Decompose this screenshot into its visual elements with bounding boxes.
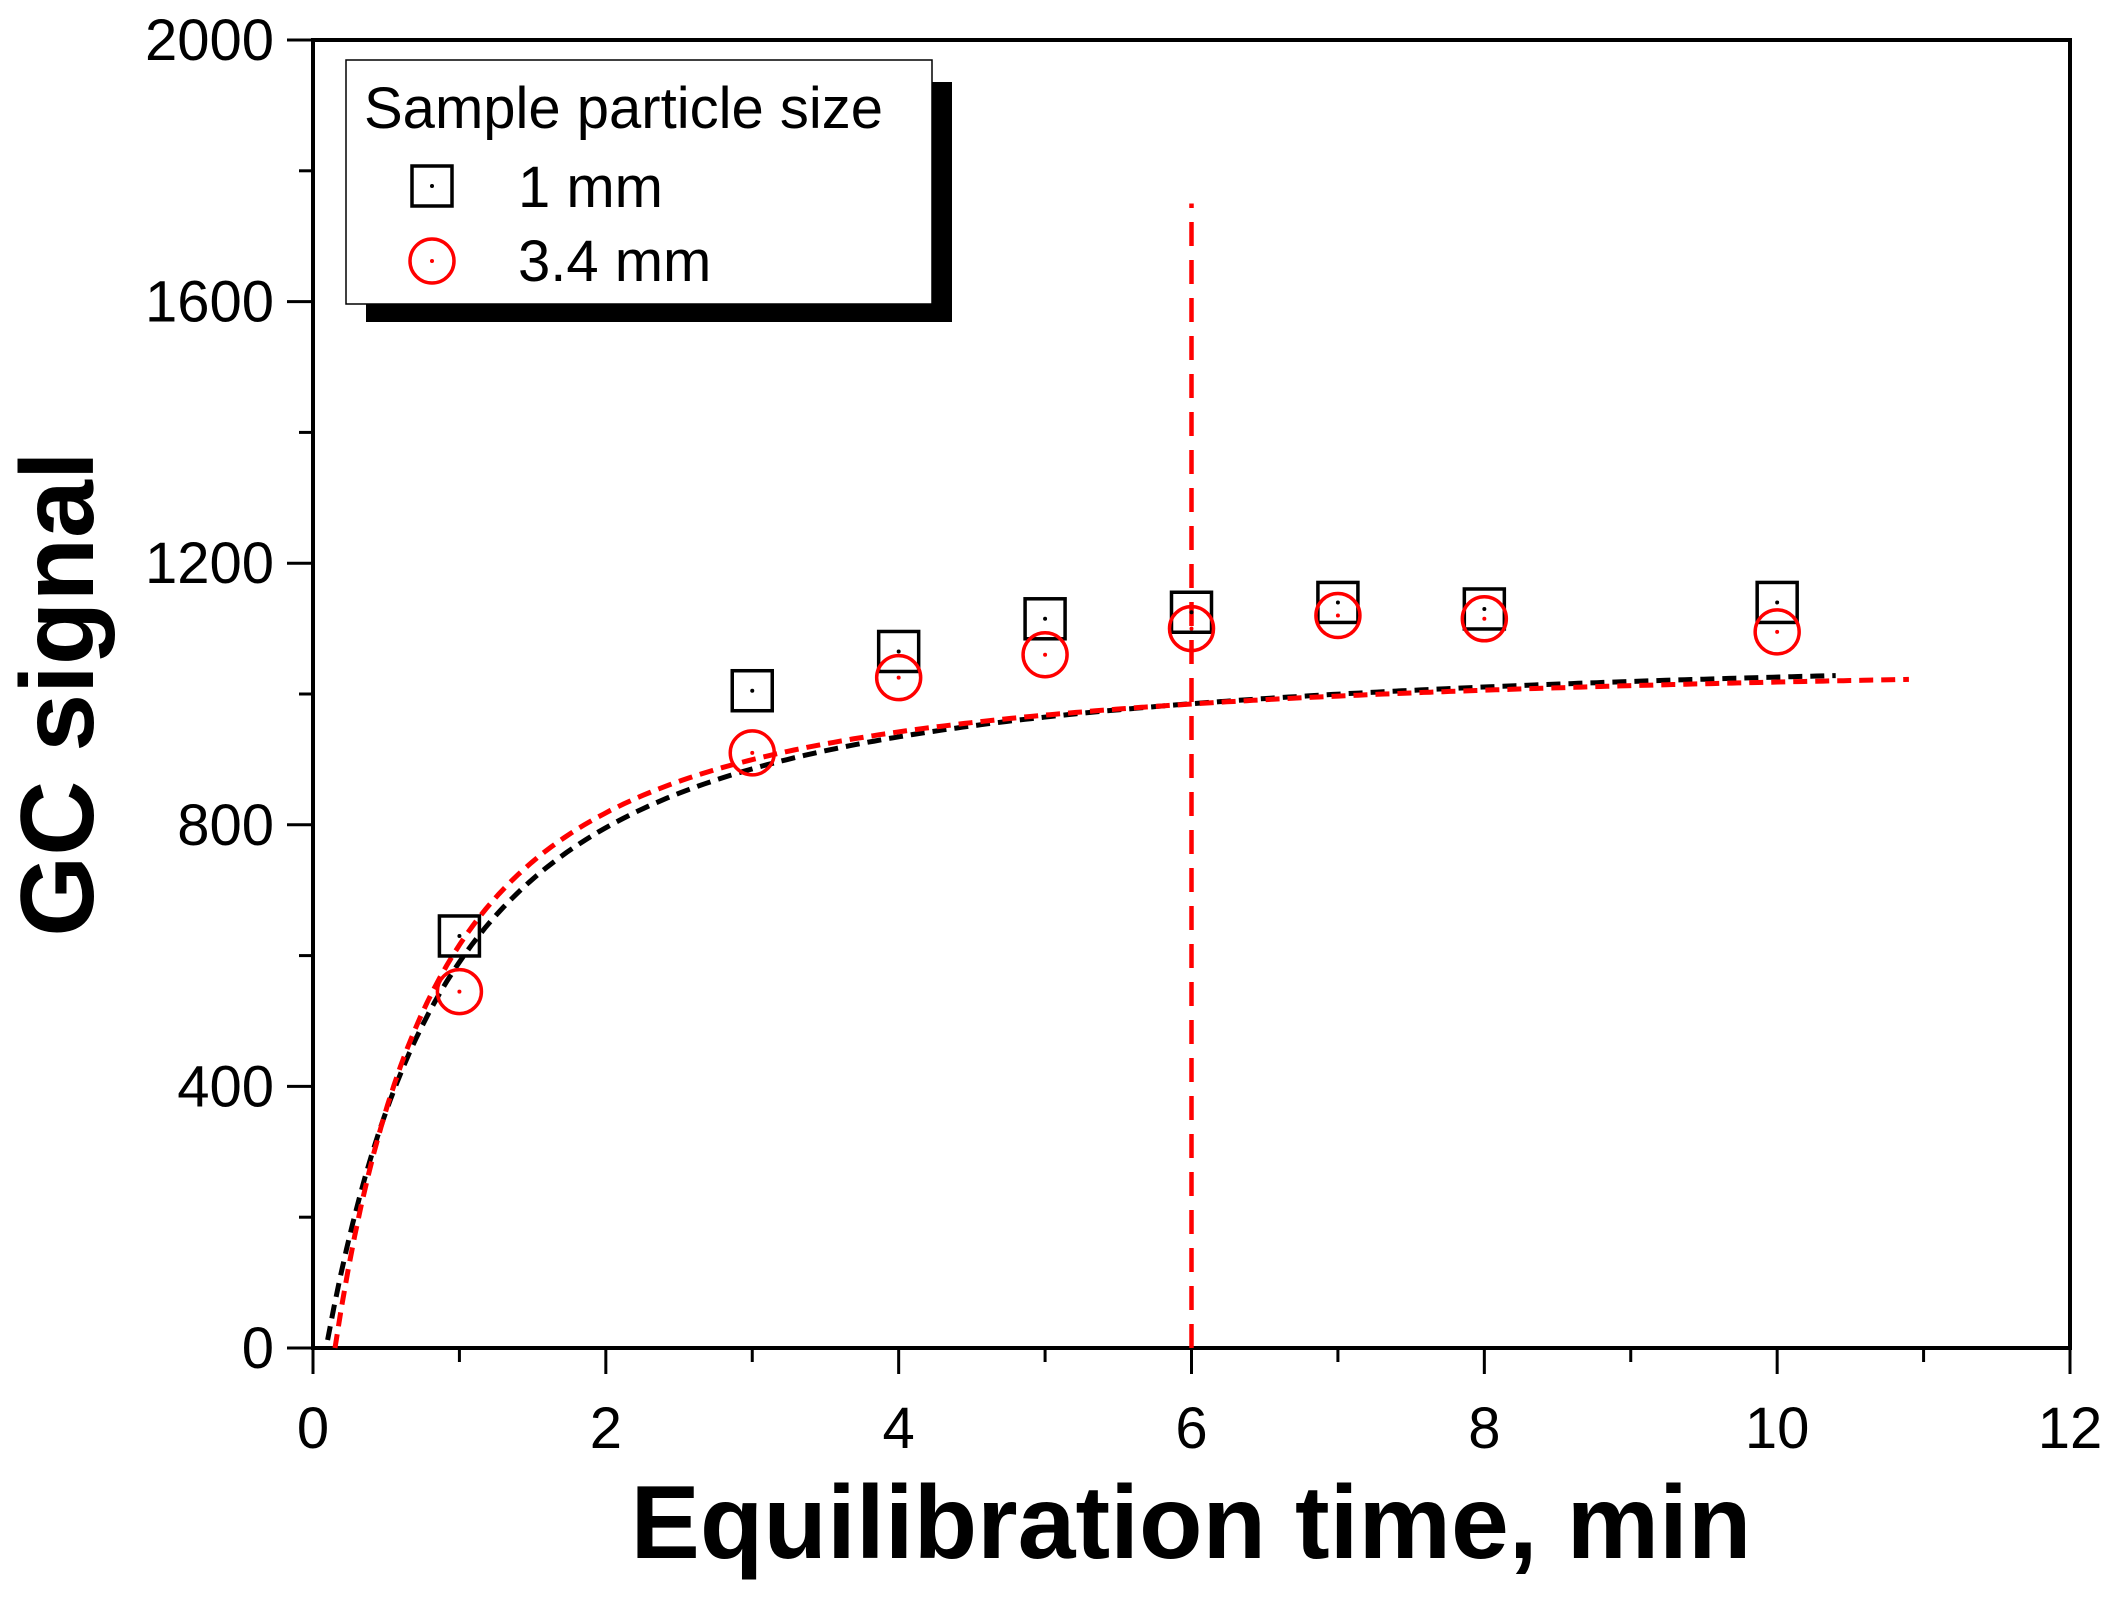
point-center-dot xyxy=(750,688,755,693)
legend-circle-marker-dot xyxy=(430,259,434,263)
point-circle xyxy=(728,729,776,777)
point-square xyxy=(1169,590,1214,634)
point-square xyxy=(1316,580,1360,625)
y-axis-title: GC signal xyxy=(0,451,116,936)
x-tick-label: 12 xyxy=(2038,1396,2103,1461)
legend-title: Sample particle size xyxy=(364,76,883,141)
legend-square-marker xyxy=(410,164,454,208)
point-center-dot xyxy=(1482,616,1487,621)
point-square xyxy=(1023,597,1067,641)
point-center-dot xyxy=(1189,626,1194,631)
legend-label-1mm: 1 mm xyxy=(518,155,663,220)
legend-circle-marker xyxy=(408,237,456,285)
fit-curves xyxy=(325,673,1909,1349)
point-circle xyxy=(874,653,923,702)
point-square xyxy=(876,629,921,674)
fit-curve-series-2 xyxy=(332,676,1909,1349)
axis-ticks xyxy=(287,38,2072,1374)
point-circle xyxy=(1460,595,1509,643)
point-circle xyxy=(1167,604,1216,653)
point-center-dot xyxy=(457,989,462,994)
y-tick-label: 0 xyxy=(242,1316,274,1381)
point-center-dot xyxy=(457,933,462,938)
point-center-dot xyxy=(1335,613,1340,618)
y-tick-label: 2000 xyxy=(145,8,274,73)
legend-square-marker-dot xyxy=(430,184,434,188)
data-points xyxy=(435,580,1801,1016)
y-tick-label: 1200 xyxy=(145,531,274,596)
y-tick-label: 400 xyxy=(177,1054,274,1119)
point-square xyxy=(437,914,482,958)
legend-item-1mm: 1 mm xyxy=(410,155,663,220)
point-circle xyxy=(435,967,484,1016)
point-square xyxy=(730,668,774,713)
x-tick-label: 4 xyxy=(883,1396,915,1461)
point-center-dot xyxy=(896,675,901,680)
legend: Sample particle size 1 mm 3.4 mm xyxy=(345,59,952,322)
x-tick-label: 0 xyxy=(297,1396,329,1461)
x-tick-label: 6 xyxy=(1175,1396,1207,1461)
point-center-dot xyxy=(1775,629,1780,634)
point-center-dot xyxy=(1043,652,1048,657)
x-tick-label: 2 xyxy=(590,1396,622,1461)
x-tick-label: 8 xyxy=(1468,1396,1500,1461)
y-tick-label: 800 xyxy=(177,793,274,858)
fit-curve-series-1 xyxy=(325,673,1836,1341)
point-circle xyxy=(1753,608,1801,656)
point-circle xyxy=(1314,591,1362,640)
legend-label-3-4mm: 3.4 mm xyxy=(518,229,711,294)
point-center-dot xyxy=(750,750,755,755)
point-center-dot xyxy=(1043,616,1048,621)
x-axis-title: Equilibration time, min xyxy=(631,1465,1752,1581)
y-tick-label: 1600 xyxy=(145,270,274,335)
legend-box xyxy=(345,59,933,305)
x-tick-label: 10 xyxy=(1745,1396,1810,1461)
point-center-dot xyxy=(1189,610,1194,615)
point-center-dot xyxy=(1775,600,1780,605)
point-center-dot xyxy=(896,649,901,654)
point-circle xyxy=(1021,631,1069,679)
point-center-dot xyxy=(1335,600,1340,605)
axis-tick-labels: 0 2 4 6 8 10 12 0 400 800 1200 1600 2000 xyxy=(145,8,2102,1461)
point-square xyxy=(1755,580,1799,625)
legend-item-3-4mm: 3.4 mm xyxy=(408,229,711,294)
point-center-dot xyxy=(1482,606,1487,611)
